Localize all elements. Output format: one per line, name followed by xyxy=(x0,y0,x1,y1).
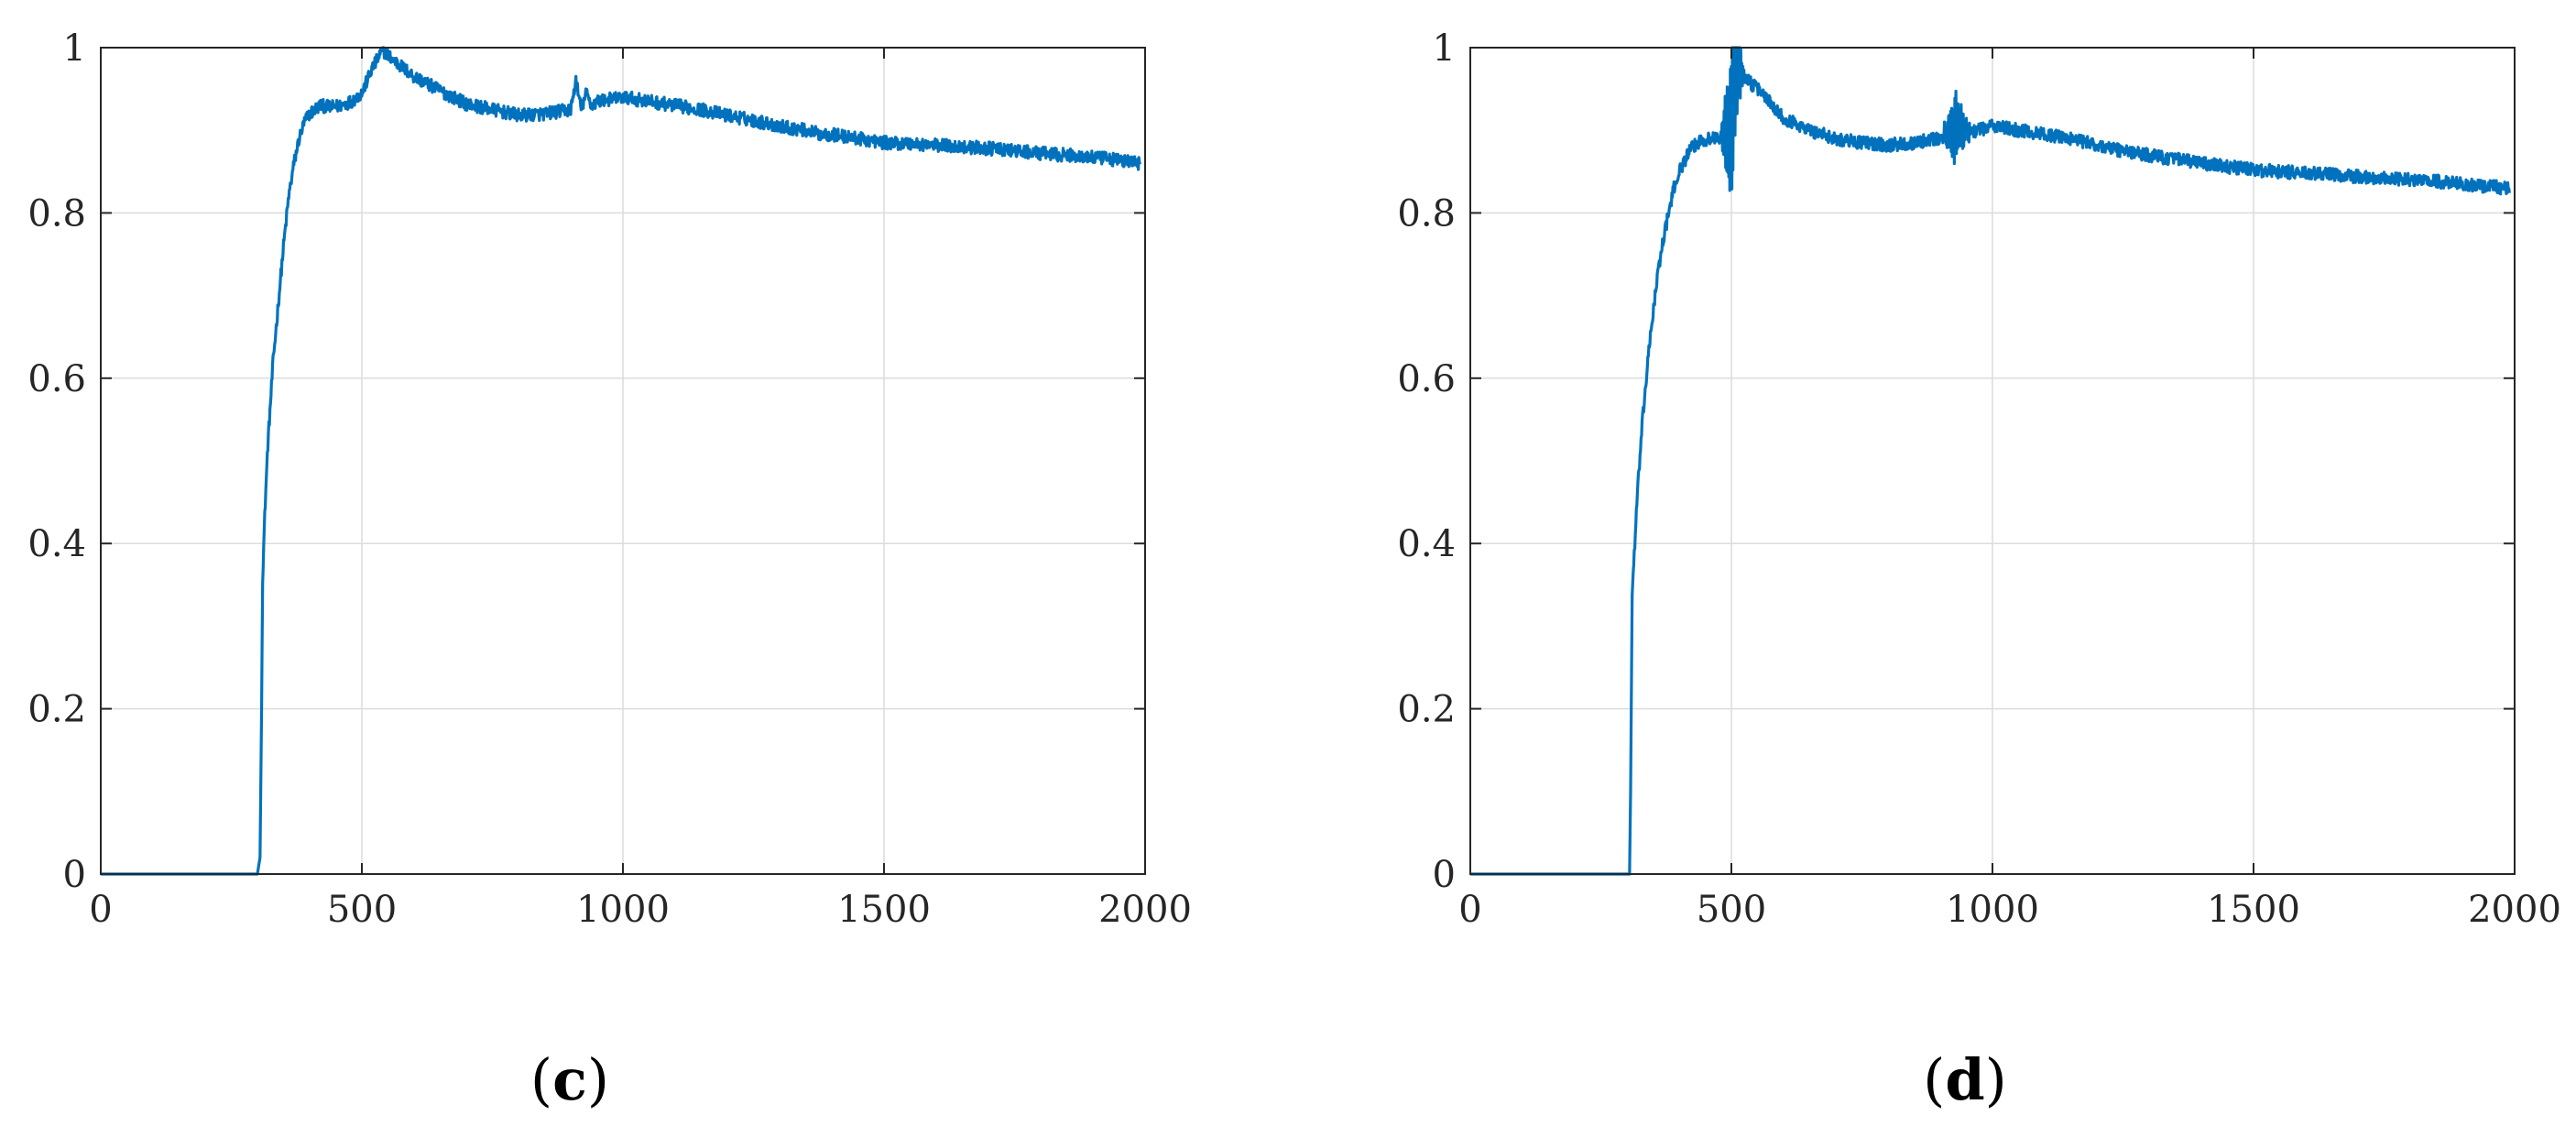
xtick-label-c-1: 500 xyxy=(327,889,397,931)
ytick-label-d-1: 0.2 xyxy=(1397,689,1456,731)
xtick-label-d-0: 0 xyxy=(1458,889,1481,931)
ytick-label-c-2: 0.4 xyxy=(27,523,86,565)
xtick-label-c-2: 1000 xyxy=(576,889,670,931)
xtick-label-c-4: 2000 xyxy=(1098,889,1192,931)
ytick-label-d-5: 1 xyxy=(1433,27,1456,70)
series-line-d-0 xyxy=(1468,46,2511,876)
ytick-label-d-2: 0.4 xyxy=(1397,523,1456,565)
xtick-label-d-4: 2000 xyxy=(2468,889,2561,931)
xtick-label-c-0: 0 xyxy=(89,889,112,931)
caption-c: (c) xyxy=(530,1046,609,1113)
ytick-label-c-5: 1 xyxy=(63,27,86,70)
xtick-label-d-3: 1500 xyxy=(2207,889,2300,931)
ytick-label-d-3: 0.6 xyxy=(1397,358,1456,400)
ytick-label-d-0: 0 xyxy=(1433,854,1456,896)
ytick-label-c-1: 0.2 xyxy=(27,689,86,731)
ytick-label-c-4: 0.8 xyxy=(27,192,86,235)
chart-panel-c: 0 500 1000 1500 2000 0 0.2 0.4 0.6 0.8 1 xyxy=(27,27,1192,931)
ytick-label-d-4: 0.8 xyxy=(1397,192,1456,235)
ytick-label-c-3: 0.6 xyxy=(27,358,86,400)
xtick-label-d-1: 500 xyxy=(1697,889,1766,931)
ytick-label-c-0: 0 xyxy=(63,854,86,896)
xtick-label-d-2: 1000 xyxy=(1946,889,2039,931)
xtick-label-c-3: 1500 xyxy=(837,889,931,931)
series-line-c-0 xyxy=(99,46,1141,876)
chart-panel-d: 0 500 1000 1500 2000 0 0.2 0.4 0.6 0.8 1 xyxy=(1397,27,2561,931)
caption-d: (d) xyxy=(1923,1046,2007,1113)
